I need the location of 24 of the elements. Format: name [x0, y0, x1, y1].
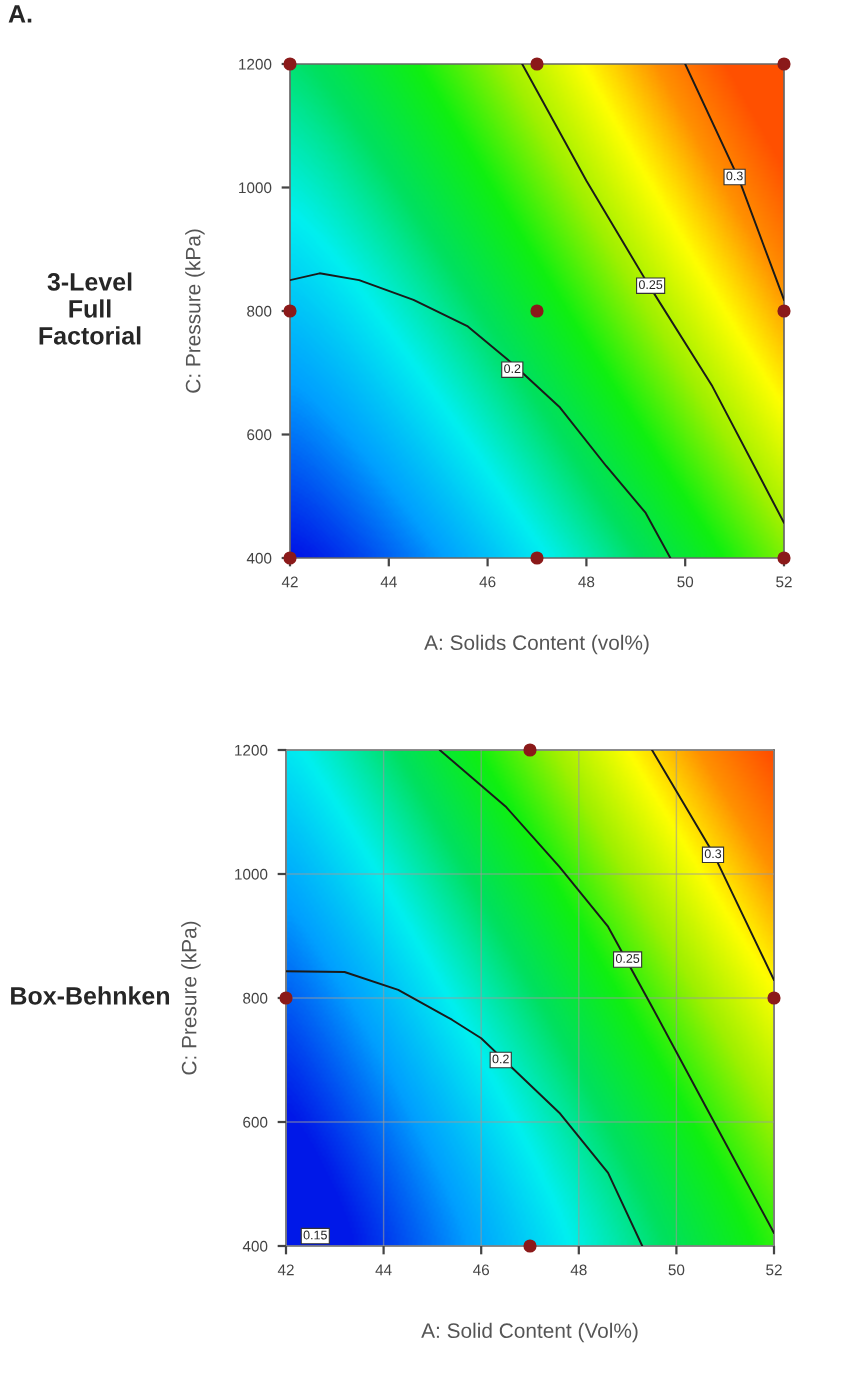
- point: [283, 304, 297, 318]
- point: [530, 304, 544, 318]
- point: [777, 57, 791, 71]
- x-axis-title: A: Solids Content (vol%): [424, 634, 649, 655]
- point: [530, 551, 544, 565]
- point: [767, 991, 781, 1005]
- text: 3-Level Full Factorial: [39, 272, 141, 345]
- point: [279, 991, 293, 1005]
- point: [523, 743, 537, 757]
- line-series: [438, 750, 774, 1234]
- point: [777, 304, 791, 318]
- line-series: [290, 272, 672, 558]
- point: [283, 551, 297, 565]
- y-axis-title: C: Pressure (kPa): [185, 229, 205, 393]
- line-series: [286, 970, 644, 1246]
- line-series: [521, 64, 784, 524]
- x-axis-title: A: Solid Content (Vol%): [421, 1322, 638, 1343]
- text: Box-Behnken: [11, 986, 170, 1005]
- text: A.: [8, 5, 32, 23]
- point: [530, 57, 544, 71]
- point: [777, 551, 791, 565]
- y-axis-title: C: Presure (kPa): [181, 921, 201, 1075]
- point: [523, 1239, 537, 1253]
- point: [283, 57, 297, 71]
